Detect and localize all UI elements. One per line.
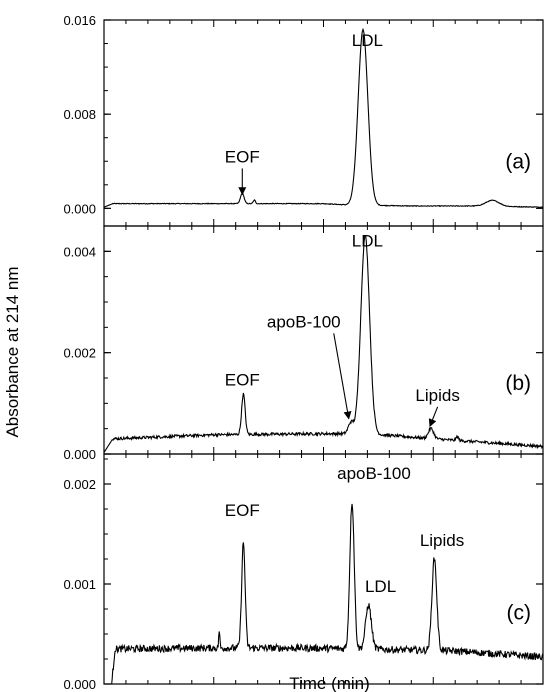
annotation-ldl: LDL: [352, 31, 383, 50]
panel-label: (a): [505, 150, 531, 173]
y-tick-label: 0.004: [63, 244, 96, 259]
trace-line: [103, 27, 543, 209]
annotation-lipids: Lipids: [415, 386, 459, 405]
y-tick-label: 0.008: [63, 107, 96, 122]
annotation-lipids: Lipids: [420, 531, 464, 550]
panel-label: (c): [507, 602, 532, 625]
y-tick-label: 0.001: [63, 577, 96, 592]
y-tick-label: 0.000: [63, 447, 96, 462]
annotation-eof: EOF: [225, 371, 260, 390]
panel-label: (b): [505, 372, 531, 395]
y-axis-label: Absorbance at 214 nm: [3, 266, 22, 437]
panel-frame: [103, 225, 544, 455]
annotation-ldl: LDL: [352, 231, 383, 250]
panel-frame: [103, 19, 544, 227]
panel-b: 0.000 0.002 0.004 LDL EOF apoB-100 Lipids (b): [63, 225, 544, 462]
annotation-eof: EOF: [225, 147, 260, 166]
panel-a: 0.000 0.008 0.016 EOF LDL (a): [63, 13, 544, 227]
annotation-apob-100: apoB-100: [267, 312, 341, 331]
annotation-arrow: [428, 406, 439, 428]
x-axis-label: Time (min): [289, 674, 370, 692]
panel-c: 0.000 0.001 0.002 EOF apoB-100 LDL Lipids (c): [63, 453, 544, 692]
annotation-arrow: [333, 333, 352, 420]
y-tick-label: 0.000: [63, 677, 96, 692]
annotation-apob-100: apoB-100: [337, 464, 411, 483]
annotation-ldl: LDL: [365, 577, 396, 596]
y-tick-label: 0.002: [63, 346, 96, 361]
annotation-eof: EOF: [225, 501, 260, 520]
y-tick-label: 0.016: [63, 13, 96, 28]
y-tick-label: 0.002: [63, 477, 96, 492]
trace-line: [104, 503, 544, 685]
trace-line: [103, 235, 544, 453]
y-tick-label: 0.000: [63, 201, 96, 216]
